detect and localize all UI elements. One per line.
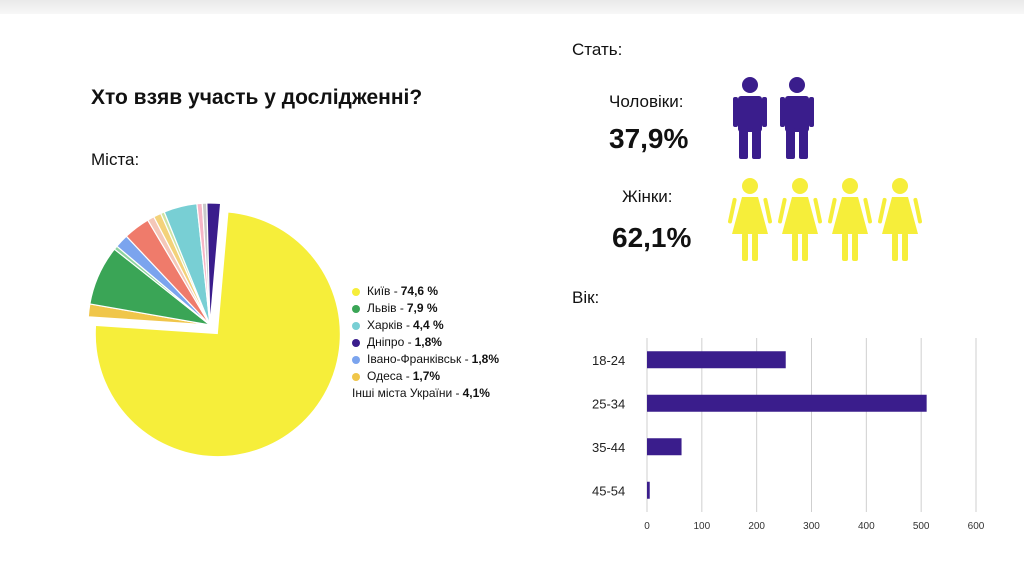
x-tick-label: 100	[693, 521, 710, 532]
women-percent: 62,1%	[612, 222, 692, 253]
window-top-bar	[0, 0, 1024, 14]
men-label: Чоловіки:	[609, 92, 684, 111]
legend-label: Київ -	[367, 284, 398, 298]
man-icon	[780, 77, 814, 159]
x-tick-label: 0	[644, 521, 650, 532]
y-tick-label: 18-24	[592, 353, 625, 368]
legend-value: 74,6 %	[400, 284, 439, 298]
legend-label: Інші міста України -	[352, 386, 460, 400]
pie-legend: Київ - 74,6 % Львів - 7,9 % Харків - 4,4…	[352, 283, 499, 402]
y-tick-label: 45-54	[592, 483, 625, 498]
legend-item: Інші міста України - 4,1%	[352, 385, 499, 402]
x-tick-label: 600	[968, 521, 985, 532]
man-icon	[733, 77, 767, 159]
x-tick-label: 400	[858, 521, 875, 532]
legend-value: 1,8%	[471, 352, 499, 366]
legend-value: 4,4 %	[412, 318, 444, 332]
legend-value: 1,7%	[412, 369, 441, 383]
legend-label: Харків -	[367, 318, 410, 332]
women-label: Жінки:	[622, 187, 673, 206]
legend-item: Харків - 4,4 %	[352, 317, 499, 334]
x-tick-label: 300	[803, 521, 820, 532]
bar-18-24	[647, 351, 786, 369]
pie-slice-Київ	[95, 212, 340, 457]
legend-value: 4,1%	[462, 386, 490, 400]
legend-value: 1,8%	[414, 335, 442, 349]
page-title: Хто взяв участь у дослідженні?	[91, 86, 423, 109]
x-tick-label: 200	[748, 521, 765, 532]
legend-value: 7,9 %	[406, 301, 438, 315]
age-label: Вік:	[572, 288, 600, 307]
woman-icon	[828, 178, 872, 261]
legend-item: Дніпро - 1,8%	[352, 334, 499, 351]
legend-item: Івано-Франківськ - 1,8%	[352, 351, 499, 368]
woman-icon	[878, 178, 922, 261]
legend-label: Одеса -	[367, 369, 410, 383]
legend-item: Київ - 74,6 %	[352, 283, 499, 300]
cities-label: Міста:	[91, 150, 140, 169]
woman-icon	[778, 178, 822, 261]
legend-label: Львів -	[367, 301, 404, 315]
legend-swatch	[352, 287, 360, 296]
legend-swatch	[352, 338, 360, 347]
bar-35-44	[647, 438, 682, 456]
bar-25-34	[647, 394, 927, 412]
legend-swatch	[352, 355, 360, 364]
x-tick-label: 500	[913, 521, 930, 532]
woman-icon	[728, 178, 772, 261]
bar-45-54	[647, 481, 650, 499]
gender-label: Стать:	[572, 40, 623, 59]
y-tick-label: 35-44	[592, 440, 625, 455]
legend-swatch	[352, 321, 360, 330]
cities-pie-chart	[87, 202, 340, 457]
legend-item: Львів - 7,9 %	[352, 300, 499, 317]
men-percent: 37,9%	[609, 123, 689, 154]
legend-label: Івано-Франківськ -	[367, 352, 469, 366]
legend-label: Дніпро -	[367, 335, 412, 349]
pie-slice-Дніпро	[206, 202, 222, 326]
legend-item: Одеса - 1,7%	[352, 368, 499, 385]
y-tick-label: 25-34	[592, 396, 625, 411]
legend-swatch	[352, 372, 360, 381]
legend-swatch	[352, 304, 360, 313]
age-bar-chart: 0 100 200 300 400 500 600 18-24 25-34 35-44 45-54	[592, 338, 985, 532]
